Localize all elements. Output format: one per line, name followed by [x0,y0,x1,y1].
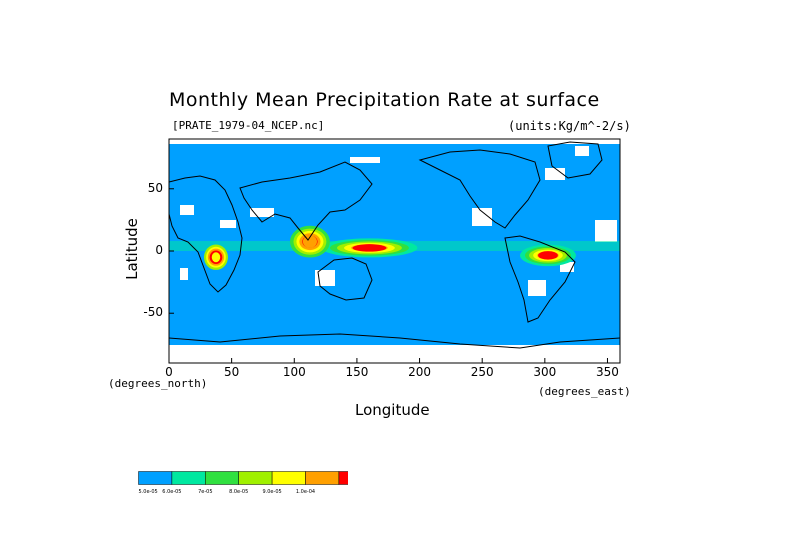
colorbar-swatch [238,471,273,485]
coast-australia [317,257,373,301]
x-tick-label: 50 [223,365,240,379]
y-tick-label: 50 [147,180,163,195]
coast-greenland [547,141,603,179]
y-axis-title: Latitude [123,218,141,280]
x-axis-title: Longitude [355,401,430,419]
colorbar-label: 5.0e-05 [139,489,158,495]
colorbar-label: 8.0e-05 [229,489,248,495]
rain-region-3-core [211,252,221,263]
colorbar-label: 6.0e-05 [162,489,181,495]
x-tick-label: 100 [282,365,306,379]
x-axis-unit: (degrees_east) [538,385,631,398]
x-tick-label: 0 [165,365,173,379]
rain-region-0-core [352,244,387,252]
colorbar-label: 7e-05 [198,489,212,495]
coast-antarctica [169,333,620,349]
missing-data-areas [169,139,620,363]
precipitation-bands [169,225,620,270]
colorbar-label: 1.0e-04 [296,489,315,495]
coast-south-america [504,235,576,323]
coast-north-america [418,149,541,229]
x-tick-label: 200 [408,365,431,379]
colorbar-swatch [271,471,306,485]
x-tick-label: 300 [533,365,557,379]
x-tick-label: 250 [470,365,494,379]
y-tick-label: -50 [143,305,163,320]
chart-title: Monthly Mean Precipitation Rate at surfa… [169,89,600,111]
colorbar-label: 9.0e-05 [262,489,281,495]
colorbar-swatch [138,471,173,485]
dataset-label: [PRATE_1979-04_NCEP.nc] [172,119,325,132]
colorbar-swatch [338,471,348,485]
rain-region-1-core [538,251,558,260]
coast-asia [239,161,373,241]
y-axis-unit: (degrees_north) [108,377,208,390]
colorbar-swatch [305,471,340,485]
colorbar-swatch [171,471,206,485]
x-tick-label: 150 [345,365,369,379]
units-label: (units:Kg/m^-2/s) [508,119,631,133]
colorbar: 5.0e-05 6.0e-05 7e-05 8.0e-05 9.0e-05 1.0e-04… [138,471,348,495]
coast-africa-europe [169,175,243,293]
y-tick-label: 0 [155,243,163,257]
colorbar-swatch [205,471,239,485]
coastlines [169,141,620,349]
x-tick-label: 350 [596,365,619,379]
